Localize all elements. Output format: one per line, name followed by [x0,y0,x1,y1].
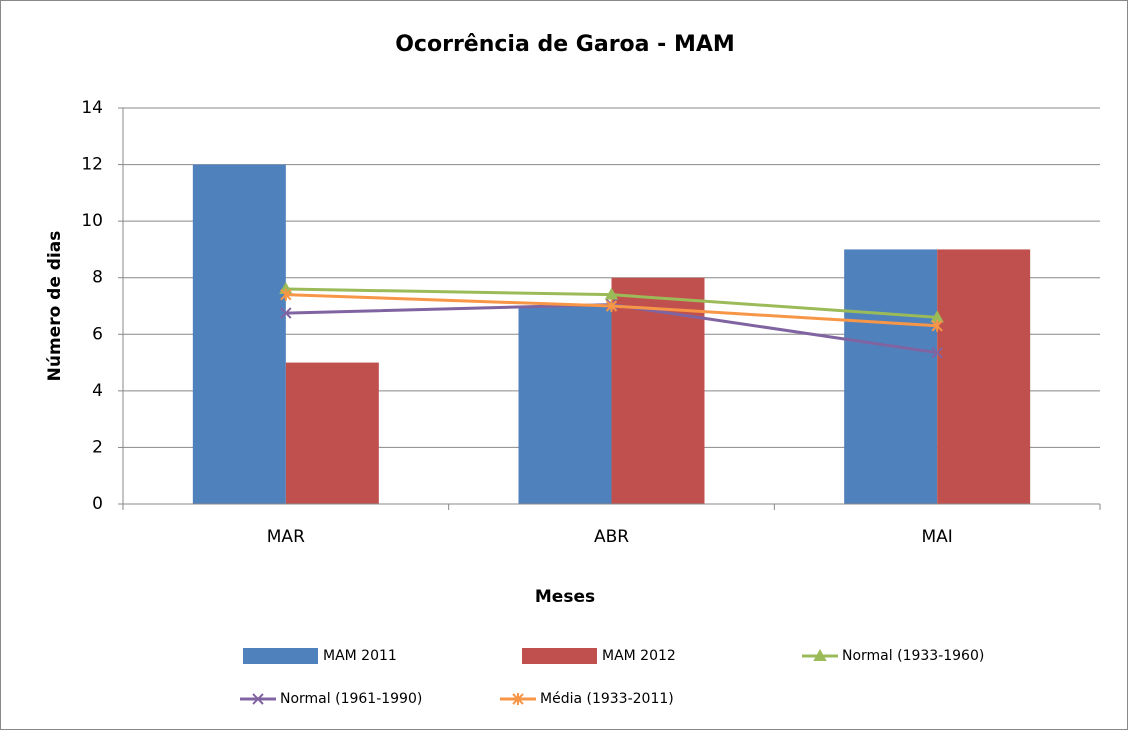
y-tick-label: 8 [92,268,103,288]
line-marker [604,287,619,300]
y-tick-label: 2 [92,437,103,457]
bar [285,362,379,504]
y-axis-label: Número de dias [45,231,65,382]
line-marker [252,693,264,705]
line-marker [280,288,292,301]
y-tick-label: 14 [81,98,103,118]
y-tick-label: 6 [92,324,103,344]
y-tick-label: 10 [81,211,103,231]
legend-label: Normal (1961-1990) [280,691,422,707]
x-axis-label: Meses [535,587,595,607]
legend-swatch [243,648,318,664]
line-marker [931,346,943,359]
line-marker [605,300,618,312]
bar [518,306,612,504]
bar [192,164,286,505]
y-tick-label: 12 [81,155,103,175]
y-tick-label: 0 [92,494,103,514]
legend-swatch [522,648,597,664]
legend-label: Normal (1933-1960) [842,648,984,664]
legend-label: Média (1933-2011) [540,691,674,707]
line-marker [280,307,292,319]
bar [937,249,1031,504]
line-marker [931,319,943,332]
legend-label: MAM 2012 [602,648,676,664]
x-tick-label: MAR [267,527,305,547]
y-tick-label: 4 [92,381,103,401]
bar [844,249,938,504]
x-tick-label: MAI [922,527,953,547]
chart-title: Ocorrência de Garoa - MAM [395,32,735,57]
line-marker [512,693,524,705]
legend-label: MAM 2011 [323,648,397,664]
line-marker [813,648,827,661]
x-tick-label: ABR [594,527,629,547]
